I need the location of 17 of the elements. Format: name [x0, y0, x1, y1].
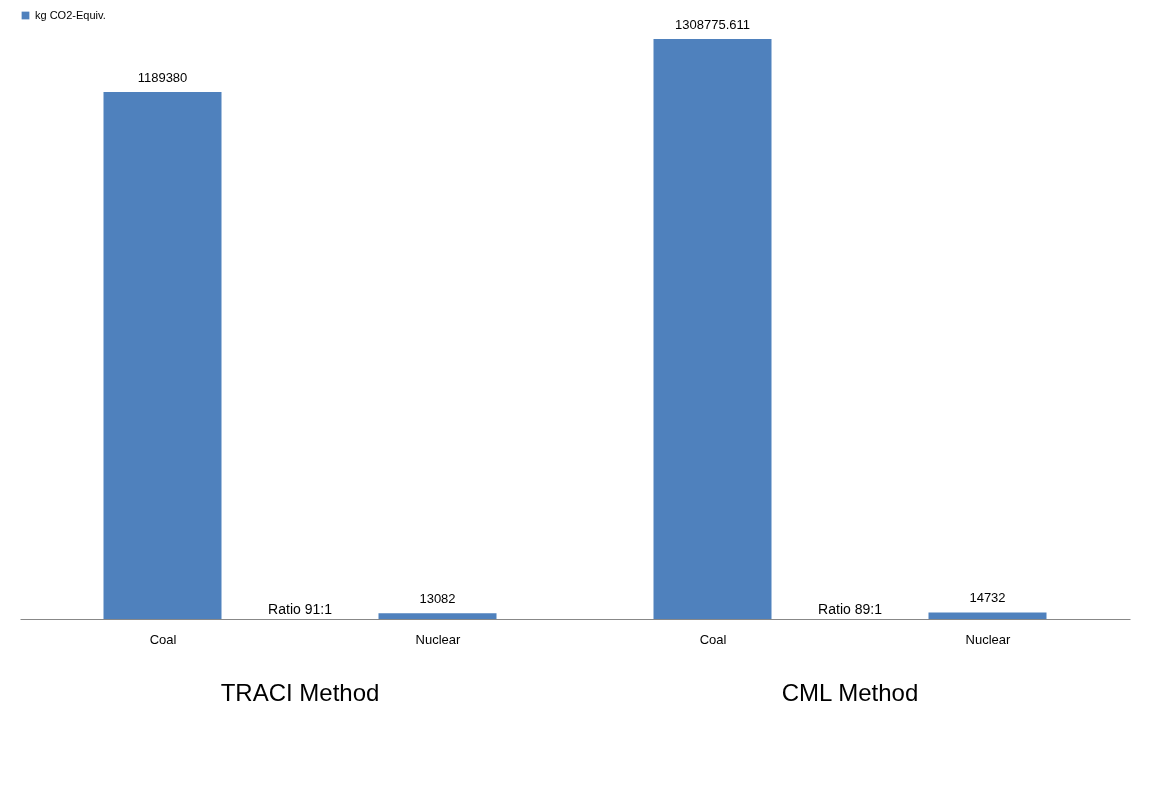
bar: [103, 91, 222, 619]
data-label: 13082: [419, 591, 456, 607]
bar: [928, 612, 1047, 619]
data-label: 1308775.611: [675, 17, 750, 32]
data-label: 1189380: [137, 69, 188, 85]
text: CML Method: [781, 679, 919, 706]
bar: [653, 39, 772, 619]
x-tick-label: Nuclear: [965, 631, 1012, 647]
x-tick-label: Coal: [699, 631, 727, 647]
legend-label: kg CO2-Equiv.: [35, 8, 106, 21]
x-tick-label: Coal: [149, 631, 177, 647]
text: TRACI Method: [220, 679, 380, 706]
annotation: Ratio 89:1: [818, 601, 883, 617]
data-label: 14732: [969, 590, 1006, 606]
annotation: Ratio 91:1: [268, 601, 333, 617]
bar: [378, 613, 497, 619]
x-tick-label: Nuclear: [415, 631, 462, 647]
